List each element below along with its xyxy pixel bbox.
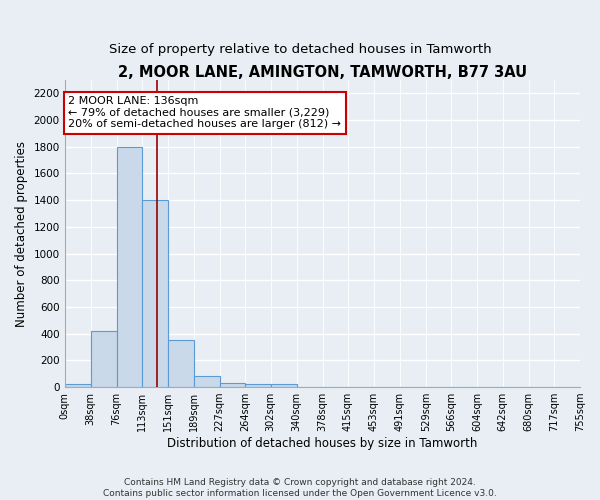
Text: 2 MOOR LANE: 136sqm
← 79% of detached houses are smaller (3,229)
20% of semi-det: 2 MOOR LANE: 136sqm ← 79% of detached ho… xyxy=(68,96,341,129)
Title: 2, MOOR LANE, AMINGTON, TAMWORTH, B77 3AU: 2, MOOR LANE, AMINGTON, TAMWORTH, B77 3A… xyxy=(118,65,527,80)
Bar xyxy=(91,331,116,387)
Bar xyxy=(65,384,91,387)
Bar xyxy=(142,200,168,387)
Bar xyxy=(194,376,220,387)
X-axis label: Distribution of detached houses by size in Tamworth: Distribution of detached houses by size … xyxy=(167,437,478,450)
Bar xyxy=(245,384,271,387)
Bar xyxy=(116,147,142,387)
Bar xyxy=(220,383,245,387)
Text: Size of property relative to detached houses in Tamworth: Size of property relative to detached ho… xyxy=(109,42,491,56)
Text: Contains HM Land Registry data © Crown copyright and database right 2024.
Contai: Contains HM Land Registry data © Crown c… xyxy=(103,478,497,498)
Bar xyxy=(271,384,297,387)
Y-axis label: Number of detached properties: Number of detached properties xyxy=(15,140,28,326)
Bar xyxy=(168,340,194,387)
